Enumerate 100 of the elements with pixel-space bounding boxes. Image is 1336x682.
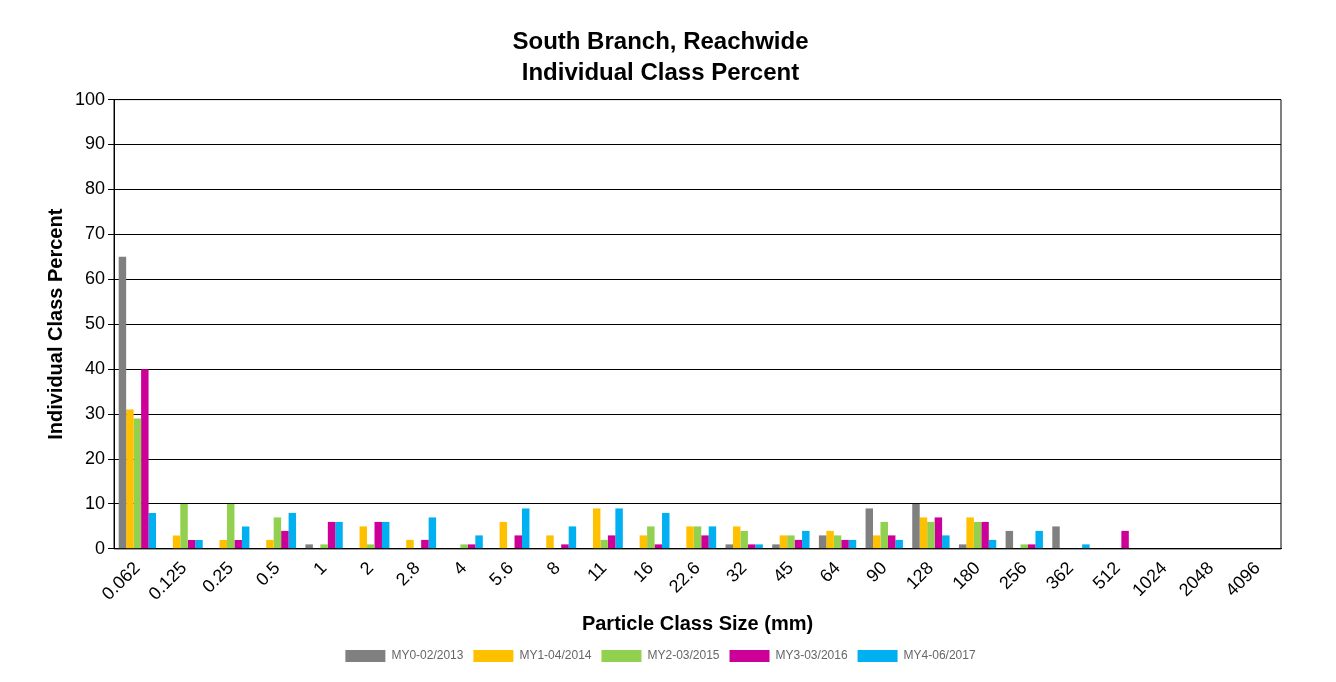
bar xyxy=(873,535,881,549)
bar xyxy=(514,535,522,549)
x-tick-label: 90 xyxy=(862,557,891,587)
bar xyxy=(693,526,702,549)
bar xyxy=(335,521,343,549)
bar xyxy=(740,530,748,549)
bar xyxy=(266,539,274,549)
x-tick-label: 11 xyxy=(583,557,611,586)
y-tick-label: 60 xyxy=(85,268,106,289)
bar xyxy=(934,517,943,549)
x-tick-label: 362 xyxy=(1041,557,1078,594)
bar xyxy=(725,544,733,549)
bar xyxy=(148,512,157,549)
bar xyxy=(288,512,297,549)
bar xyxy=(887,535,896,549)
bar xyxy=(522,508,530,549)
y-tick-label: 10 xyxy=(85,492,106,513)
bar xyxy=(779,535,788,549)
bar xyxy=(841,539,849,549)
bar xyxy=(320,544,328,549)
bar xyxy=(467,544,476,549)
bar xyxy=(802,530,810,549)
bar xyxy=(141,369,149,549)
legend-label: MY0-02/2013 xyxy=(391,648,464,663)
bar xyxy=(1020,544,1028,549)
bar xyxy=(118,256,127,549)
bar xyxy=(701,535,709,549)
x-tick-label: 5.6 xyxy=(485,557,518,590)
bar xyxy=(133,418,142,549)
bar xyxy=(568,526,577,549)
bar xyxy=(865,508,874,549)
x-axis-title: Particle Class Size (mm) xyxy=(581,611,814,634)
bar xyxy=(826,530,834,549)
bar xyxy=(708,526,717,549)
bar xyxy=(958,544,967,549)
bar xyxy=(281,530,289,549)
x-tick-label: 2.8 xyxy=(391,557,424,590)
bar xyxy=(367,544,375,549)
x-tick-label: 45 xyxy=(768,557,798,587)
bar xyxy=(818,535,827,549)
bar xyxy=(374,521,382,549)
bar xyxy=(1082,544,1090,549)
y-tick-label: 100 xyxy=(74,88,106,109)
bar xyxy=(180,503,188,549)
bar xyxy=(615,508,623,549)
bar xyxy=(561,544,569,549)
bar xyxy=(787,535,795,549)
bar xyxy=(1028,544,1036,549)
y-tick-label: 70 xyxy=(85,223,106,244)
bar xyxy=(639,535,648,549)
x-tick-label: 1 xyxy=(309,557,331,579)
x-tick-label: 128 xyxy=(901,557,938,594)
bar xyxy=(919,517,928,549)
x-tick-label: 180 xyxy=(948,557,984,594)
bar xyxy=(475,535,483,549)
x-tick-label: 16 xyxy=(628,557,658,587)
bar xyxy=(1005,530,1014,549)
x-tick-label: 512 xyxy=(1088,557,1124,594)
x-tick-label: 64 xyxy=(815,557,844,587)
y-tick-label: 90 xyxy=(85,133,106,154)
bar xyxy=(1035,530,1043,549)
bar xyxy=(428,517,437,549)
bar xyxy=(1052,526,1060,549)
bar xyxy=(895,539,903,549)
bar xyxy=(880,521,888,549)
bar xyxy=(966,517,974,549)
x-tick-label: 256 xyxy=(995,557,1031,594)
bar xyxy=(305,544,313,549)
bar xyxy=(600,539,608,549)
legend-label: MY1-04/2014 xyxy=(519,648,592,663)
bar xyxy=(686,526,694,549)
x-tick-label: 32 xyxy=(722,557,751,587)
y-tick-label: 80 xyxy=(85,178,106,199)
bar xyxy=(546,535,554,549)
bar xyxy=(662,512,670,549)
bar xyxy=(654,544,663,549)
y-tick-label: 20 xyxy=(85,447,106,468)
bar xyxy=(327,521,336,549)
y-tick-label: 50 xyxy=(85,313,106,334)
bar xyxy=(126,409,134,549)
x-tick-label: 4 xyxy=(449,557,471,579)
bar xyxy=(227,503,235,549)
x-tick-label: 8 xyxy=(542,557,564,579)
bar xyxy=(912,503,920,549)
y-tick-label: 40 xyxy=(85,358,106,379)
y-tick-label: 0 xyxy=(95,537,106,558)
bar xyxy=(273,517,282,549)
bar xyxy=(592,508,601,549)
legend-label: MY2-03/2015 xyxy=(647,648,720,663)
bar xyxy=(381,521,390,549)
bar xyxy=(241,526,250,549)
legend-label: MY4-06/2017 xyxy=(903,648,976,663)
bar xyxy=(234,539,242,549)
bar xyxy=(1121,530,1129,549)
bar xyxy=(973,521,982,549)
bar xyxy=(406,539,414,549)
bar xyxy=(421,539,429,549)
bar xyxy=(607,535,616,549)
bar xyxy=(755,544,763,549)
bar xyxy=(195,539,203,549)
